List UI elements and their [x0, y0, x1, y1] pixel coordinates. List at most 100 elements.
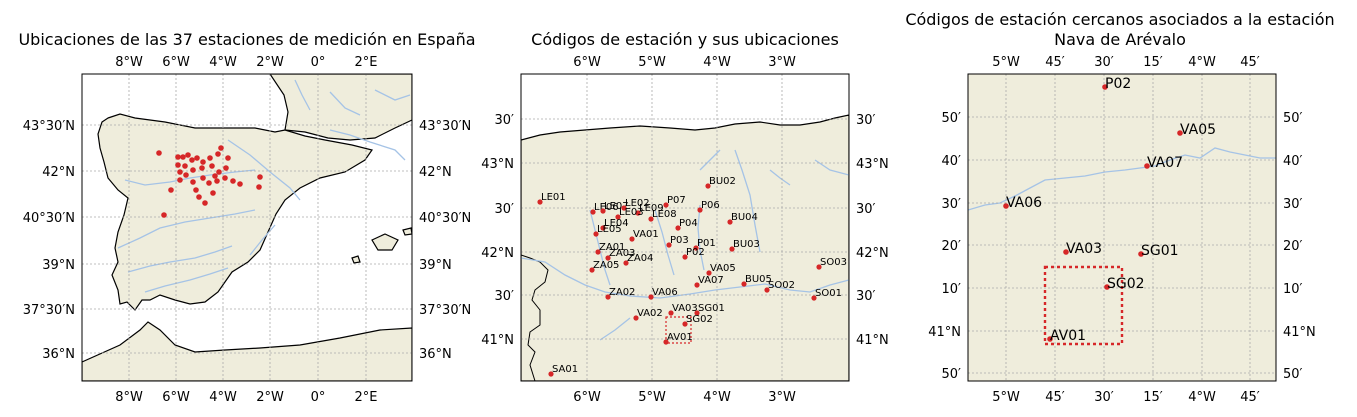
x-tick-label: 4°W — [1188, 55, 1216, 70]
y-tick-label: 43°30′N — [419, 119, 471, 134]
mallorca-land — [371, 233, 399, 251]
station-label: SG01 — [1141, 243, 1179, 259]
y-tick-label: 50′ — [1283, 367, 1303, 382]
station-LE05: LE05 — [593, 224, 622, 237]
station-dot — [189, 157, 195, 163]
y-tick-label: 37°30′N — [23, 303, 75, 318]
x-tick-label: 3°W — [768, 55, 796, 70]
x-tick-label: 3°W — [768, 390, 796, 405]
station-label: LE09 — [639, 203, 664, 214]
station-label: LE08 — [652, 209, 677, 220]
x-tick-label: 4°W — [209, 390, 237, 405]
panel1-frame — [81, 73, 413, 382]
station-label: P01 — [697, 238, 716, 249]
station-label: VA05 — [710, 263, 736, 274]
station-label: AV01 — [1050, 328, 1086, 344]
ibiza-land — [351, 255, 361, 264]
station-dot — [222, 175, 228, 181]
panel3-y-ticks: 50′ 40′ 30′ 20′ 10′ 41°N 50′ 50′ 40′ 30′… — [928, 111, 1316, 382]
panel3-title-line2: Nava de Arévalo — [1054, 30, 1186, 49]
station-dot — [177, 169, 183, 175]
x-tick-label: 30′ — [1094, 55, 1114, 70]
station-dot — [202, 200, 208, 206]
station-label: ZA02 — [609, 287, 635, 298]
x-tick-label: 4°W — [1188, 390, 1216, 405]
france-land — [269, 74, 412, 141]
station-P07: P07 — [663, 195, 686, 208]
panel2-land — [521, 114, 849, 381]
station-label: VA06 — [1006, 195, 1042, 211]
station-label: VA05 — [1180, 122, 1216, 138]
panel2-stations: LE01 LE06 LE07 LE02 LE09 LE03 LE08 P07 P… — [537, 176, 847, 377]
y-tick-label: 42°N — [481, 246, 514, 261]
station-LE09: LE09 — [635, 203, 664, 216]
x-tick-label: 5°W — [992, 55, 1020, 70]
station-label: VA02 — [637, 308, 663, 319]
station-dot — [200, 175, 206, 181]
station-BU05: BU05 — [741, 274, 772, 287]
x-tick-label: 2°W — [256, 390, 284, 405]
x-tick-label: 5°W — [638, 55, 666, 70]
y-tick-label: 40′ — [942, 154, 962, 169]
panel2-x-ticks: 6°W 5°W 4°W 3°W 6°W 5°W 4°W 3°W — [573, 55, 796, 405]
station-dot — [223, 165, 229, 171]
station-LE06: LE06 — [590, 202, 619, 215]
x-tick-label: 15′ — [1143, 55, 1163, 70]
station-ZA03: ZA03 — [605, 248, 635, 261]
x-tick-label: 4°W — [703, 390, 731, 405]
y-tick-label: 40°30′N — [23, 211, 75, 226]
station-VA03: VA03 — [668, 303, 698, 316]
station-BU04: BU04 — [727, 212, 758, 225]
y-tick-label: 30′ — [856, 202, 876, 217]
station-label: SG02 — [686, 314, 713, 325]
y-tick-label: 20′ — [1283, 239, 1303, 254]
station-P02: P02 — [682, 247, 705, 260]
panel2-rivers — [521, 149, 849, 341]
station-dot — [212, 173, 218, 179]
station-dot — [237, 181, 243, 187]
station-ZA01: ZA01 — [595, 242, 625, 255]
panel1-title: Ubicaciones de las 37 estaciones de medi… — [18, 30, 475, 49]
panel2-gridlines — [521, 74, 849, 381]
station-LE02: LE02 — [621, 198, 650, 211]
station-SG02: SG02 — [1104, 276, 1145, 292]
station-SG01: SG01 — [1138, 243, 1179, 259]
station-label: BU02 — [709, 176, 736, 187]
x-tick-label: 2°W — [256, 55, 284, 70]
station-LE01: LE01 — [537, 192, 566, 205]
station-dot — [196, 194, 202, 200]
station-label: P03 — [670, 235, 689, 246]
station-SO01: SO01 — [811, 288, 842, 301]
panel2-frame — [520, 73, 850, 382]
panel1-stations — [156, 145, 263, 218]
x-tick-label: 15′ — [1143, 390, 1163, 405]
station-dot — [257, 174, 263, 180]
y-tick-label: 30′ — [495, 113, 515, 128]
station-label: P07 — [667, 195, 686, 206]
station-dot — [161, 212, 167, 218]
station-P04: P04 — [675, 218, 698, 231]
station-P02: P02 — [1102, 76, 1131, 92]
station-SO02: SO02 — [764, 280, 795, 293]
station-dot — [209, 163, 215, 169]
x-tick-label: 0° — [311, 55, 326, 70]
station-dot — [190, 179, 196, 185]
station-dot — [210, 190, 216, 196]
station-dot — [207, 155, 213, 161]
station-label: LE07 — [604, 201, 629, 212]
station-dot — [177, 177, 183, 183]
iberia-land — [97, 113, 373, 311]
panel3-stations: P02 VA05 VA07 VA06 VA03 SG01 SG02 AV01 — [1003, 76, 1216, 344]
station-VA05: VA05 — [1177, 122, 1216, 138]
station-label: P04 — [679, 218, 698, 229]
station-label: LE02 — [625, 198, 650, 209]
station-dot — [225, 155, 231, 161]
station-dot — [175, 162, 181, 168]
x-tick-label: 5°W — [638, 390, 666, 405]
panel2-portugal-border — [521, 254, 549, 381]
y-tick-label: 36°N — [419, 347, 452, 362]
station-label: P02 — [1105, 76, 1131, 92]
station-dot — [218, 145, 224, 151]
station-label: SG01 — [698, 303, 725, 314]
panel3-river — [968, 147, 1276, 211]
